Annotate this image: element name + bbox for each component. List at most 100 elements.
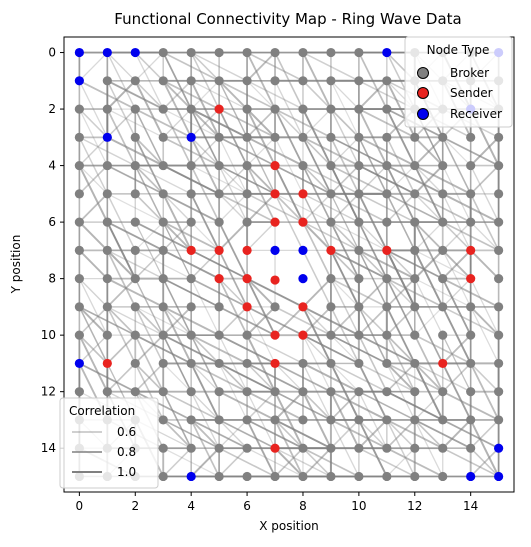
edge xyxy=(414,278,471,308)
edge xyxy=(330,108,360,166)
broker-node xyxy=(438,471,448,482)
broker-node xyxy=(494,387,504,397)
receiver-node xyxy=(74,76,84,86)
edge xyxy=(134,306,192,336)
broker-node xyxy=(158,302,168,312)
broker-node xyxy=(242,471,252,482)
edge xyxy=(106,164,164,195)
broker-node xyxy=(214,160,224,171)
edge xyxy=(302,306,332,336)
broker-node xyxy=(438,160,448,171)
edge xyxy=(414,165,444,223)
y-tick-label: 2 xyxy=(48,102,56,116)
sender-node xyxy=(270,330,280,340)
y-axis-label: Y position xyxy=(9,235,23,295)
edge xyxy=(442,419,472,449)
sender-node xyxy=(270,189,280,199)
edge xyxy=(470,278,500,336)
edge xyxy=(358,334,388,393)
edge xyxy=(190,136,220,167)
x-tick-label: 0 xyxy=(76,499,84,513)
edge xyxy=(386,193,416,223)
sender-node xyxy=(270,275,280,285)
receiver-node xyxy=(74,358,84,369)
broker-node xyxy=(214,471,224,482)
legend-corr-08-label: 0.8 xyxy=(117,445,136,459)
broker-node xyxy=(382,104,392,114)
edge xyxy=(134,334,164,365)
edge xyxy=(218,193,248,223)
broker-node xyxy=(494,217,504,227)
edge xyxy=(134,306,164,336)
edge xyxy=(218,278,248,336)
edge xyxy=(162,80,192,110)
edge xyxy=(162,80,192,110)
edge xyxy=(78,165,108,195)
edge xyxy=(190,52,220,82)
edge xyxy=(358,278,388,308)
edge xyxy=(330,108,360,138)
broker-node xyxy=(410,132,420,142)
broker-node xyxy=(326,358,336,369)
edge xyxy=(246,390,304,421)
edge xyxy=(106,278,136,308)
edge xyxy=(218,447,248,478)
broker-node xyxy=(438,245,448,255)
edge xyxy=(134,221,192,252)
legend-receiver-marker xyxy=(417,108,429,120)
broker-node xyxy=(354,471,364,482)
edge xyxy=(358,250,388,308)
edge xyxy=(190,249,248,280)
broker-node xyxy=(102,245,112,255)
edge xyxy=(218,306,276,336)
edge xyxy=(358,334,416,365)
broker-node xyxy=(410,443,420,453)
edge xyxy=(162,447,220,477)
edge xyxy=(302,136,332,167)
edge xyxy=(358,108,416,139)
edge xyxy=(246,221,276,251)
edge xyxy=(442,278,472,308)
receiver-node xyxy=(466,471,476,482)
broker-node xyxy=(326,387,336,397)
edge xyxy=(78,249,109,280)
edge xyxy=(358,391,416,421)
broker-node xyxy=(270,471,280,482)
edge xyxy=(78,334,108,364)
broker-node xyxy=(298,415,308,425)
broker-node xyxy=(158,443,168,453)
edge xyxy=(274,447,304,478)
sender-node xyxy=(214,245,224,255)
edge xyxy=(218,80,248,110)
broker-node xyxy=(382,160,392,171)
broker-node xyxy=(494,415,504,425)
broker-node xyxy=(158,387,168,397)
edge xyxy=(442,136,472,167)
x-tick-label: 6 xyxy=(243,499,251,513)
broker-node xyxy=(74,132,84,142)
broker-node xyxy=(130,302,140,312)
broker-node xyxy=(186,274,196,284)
broker-node xyxy=(186,189,196,199)
edge xyxy=(386,447,416,477)
edge xyxy=(358,221,388,251)
edge xyxy=(106,362,136,393)
sender-node xyxy=(326,245,336,255)
edge xyxy=(302,362,360,393)
edge xyxy=(414,391,444,421)
broker-node xyxy=(158,245,168,255)
broker-node xyxy=(298,387,308,397)
broker-node xyxy=(270,415,280,425)
broker-node xyxy=(354,189,364,199)
legend-correlation-frame xyxy=(59,397,159,489)
edge xyxy=(358,164,416,195)
sender-node xyxy=(214,104,224,114)
broker-node xyxy=(214,415,224,425)
edge xyxy=(78,165,108,195)
edge xyxy=(190,447,220,478)
broker-node xyxy=(158,160,168,171)
y-tick-label: 6 xyxy=(48,215,56,229)
sender-node xyxy=(298,189,308,199)
chart-title: Functional Connectivity Map - Ring Wave … xyxy=(114,10,461,28)
sender-node xyxy=(242,302,252,312)
